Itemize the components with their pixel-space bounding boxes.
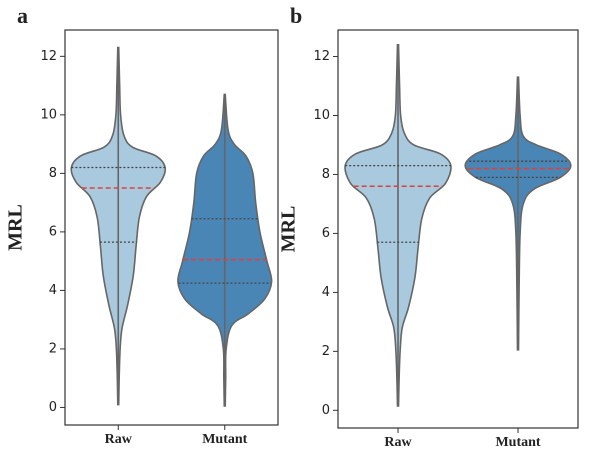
plot-frame	[337, 29, 579, 429]
y-axis-label: MRL	[278, 206, 300, 253]
y-tick-label: 4	[322, 285, 330, 300]
x-tick-label: Raw	[105, 432, 133, 447]
panel-label: b	[290, 3, 302, 28]
y-tick-label: 4	[49, 283, 57, 298]
y-tick-label: 10	[313, 108, 330, 123]
y-tick-label: 10	[40, 107, 57, 122]
y-tick-label: 6	[322, 226, 330, 241]
y-axis-label: MRL	[5, 204, 27, 251]
y-tick-label: 8	[322, 167, 330, 182]
x-tick-label: Raw	[384, 435, 412, 450]
x-tick-label: Mutant	[202, 432, 247, 447]
y-tick-label: 12	[313, 49, 330, 64]
y-tick-label: 0	[322, 403, 330, 418]
panel-label: a	[17, 3, 28, 28]
x-tick-label: Mutant	[495, 435, 540, 450]
y-tick-label: 2	[49, 341, 57, 356]
y-tick-label: 8	[49, 166, 57, 181]
y-tick-label: 12	[40, 49, 57, 64]
y-tick-label: 2	[322, 344, 330, 359]
plot-frame	[64, 29, 279, 426]
y-tick-label: 0	[49, 400, 57, 415]
y-tick-label: 6	[49, 224, 57, 239]
